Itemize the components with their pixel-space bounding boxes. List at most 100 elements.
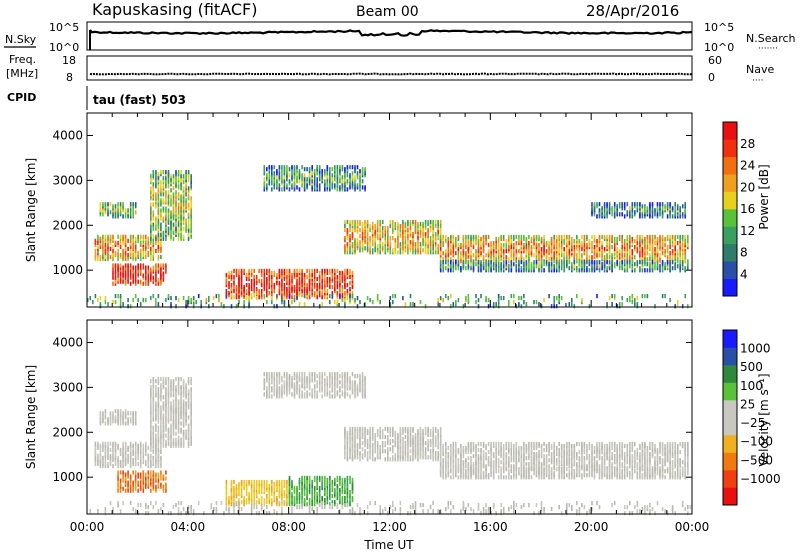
data-cell: [387, 240, 389, 245]
data-cell: [114, 441, 117, 446]
data-cell: [152, 234, 155, 239]
data-cell: [152, 455, 155, 460]
data-cell: [654, 208, 656, 213]
data-cell: [167, 294, 170, 299]
data-cell: [389, 296, 392, 301]
data-cell: [192, 296, 195, 301]
data-cell: [187, 300, 190, 305]
data-cell: [664, 249, 666, 254]
data-cell: [329, 171, 331, 176]
data-cell: [318, 183, 321, 188]
data-cell: [104, 441, 107, 446]
data-cell: [147, 445, 150, 450]
data-cell: [190, 439, 192, 444]
data-cell: [445, 239, 447, 244]
data-cell: [298, 302, 301, 307]
data-cell: [626, 260, 629, 265]
data-cell: [150, 405, 152, 410]
data-cell: [288, 173, 291, 178]
data-cell: [316, 181, 318, 186]
data-cell: [182, 174, 185, 179]
data-cell: [165, 387, 167, 392]
data-cell: [245, 492, 248, 497]
data-cell: [286, 278, 288, 284]
data-cell: [245, 479, 248, 485]
data-cell: [611, 245, 613, 250]
data-cell: [132, 298, 134, 303]
data-cell: [326, 289, 329, 294]
data-cell: [152, 393, 155, 398]
data-cell: [177, 212, 180, 217]
data-cell: [407, 244, 409, 249]
data-cell: [273, 171, 276, 176]
colorbar-tick-label: 24: [740, 159, 755, 173]
data-cell: [283, 165, 286, 170]
data-cell: [311, 496, 313, 501]
data-cell: [145, 476, 147, 481]
data-cell: [318, 293, 321, 298]
data-cell: [134, 484, 137, 489]
data-cell: [187, 423, 190, 428]
data-cell: [177, 202, 180, 207]
data-cell: [157, 244, 160, 249]
data-cell: [122, 445, 124, 450]
data-cell: [629, 255, 631, 260]
data-cell: [427, 219, 429, 225]
data-cell: [296, 296, 298, 301]
data-cell: [351, 496, 354, 501]
data-cell: [374, 230, 376, 235]
data-cell: [336, 475, 339, 480]
data-cell: [407, 228, 409, 233]
data-cell: [361, 441, 364, 446]
data-cell: [334, 300, 336, 305]
data-cell: [124, 250, 127, 256]
data-cell: [308, 498, 311, 503]
data-cell: [248, 302, 250, 307]
data-cell: [361, 221, 364, 227]
data-cell: [571, 236, 573, 242]
data-cell: [172, 417, 175, 422]
data-cell: [155, 236, 157, 241]
data-cell: [336, 268, 339, 273]
data-cell: [480, 236, 482, 242]
data-cell: [334, 477, 336, 482]
data-cell: [616, 247, 618, 252]
data-cell: [266, 479, 268, 485]
data-cell: [119, 459, 122, 465]
data-cell: [339, 488, 341, 493]
data-cell: [190, 411, 192, 416]
data-cell: [97, 453, 99, 458]
data-cell: [510, 294, 513, 299]
data-cell: [324, 187, 326, 192]
data-cell: [369, 236, 371, 241]
data-cell: [349, 475, 351, 480]
data-cell: [573, 304, 576, 309]
data-cell: [508, 249, 510, 254]
data-cell: [477, 268, 480, 273]
data-cell: [127, 208, 129, 213]
data-cell: [162, 377, 165, 382]
data-cell: [351, 270, 354, 275]
data-cell: [530, 239, 533, 244]
data-cell: [475, 294, 477, 299]
data-cell: [588, 268, 591, 273]
data-cell: [407, 219, 409, 225]
data-cell: [356, 228, 359, 233]
data-cell: [336, 274, 339, 280]
data-cell: [666, 202, 669, 207]
data-cell: [376, 294, 379, 299]
data-cell: [369, 223, 371, 229]
data-cell: [576, 234, 578, 240]
data-cell: [417, 240, 419, 245]
data-cell: [271, 270, 273, 275]
data-cell: [122, 478, 124, 483]
data-cell: [381, 219, 384, 225]
data-cell: [238, 498, 240, 503]
data-cell: [278, 165, 281, 170]
data-cell: [109, 453, 112, 458]
data-cell: [190, 226, 192, 231]
data-cell: [356, 443, 359, 448]
data-cell: [371, 225, 374, 231]
data-cell: [578, 239, 581, 244]
data-cell: [260, 500, 263, 505]
